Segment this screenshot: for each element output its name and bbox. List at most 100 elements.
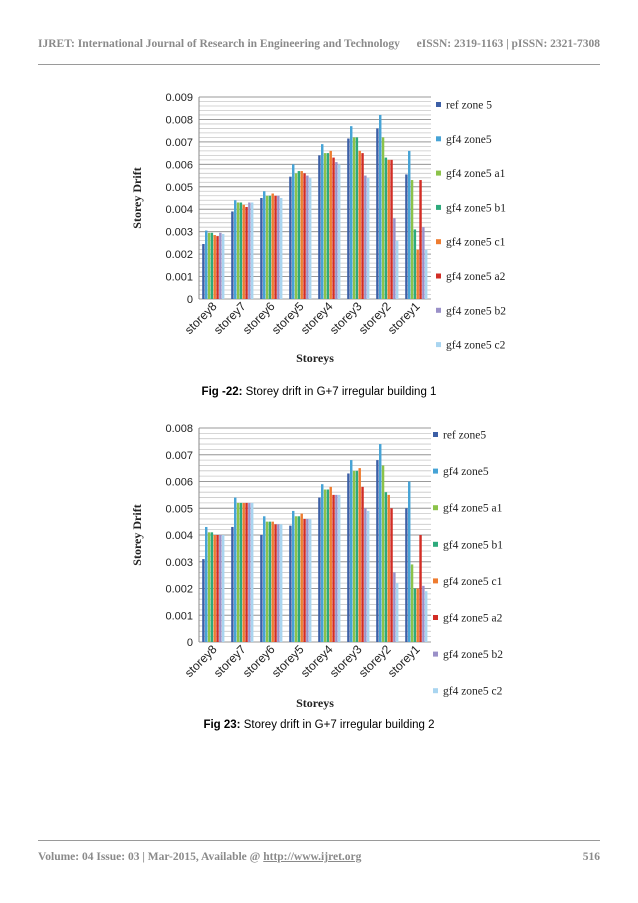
bar: [216, 535, 219, 642]
bar: [265, 521, 269, 642]
bar: [329, 150, 332, 299]
bar: [234, 200, 237, 299]
bar: [297, 171, 301, 299]
bar: [308, 518, 312, 642]
bar: [395, 583, 399, 642]
bar: [393, 572, 396, 642]
y-tick-label: 0.007: [165, 450, 193, 462]
bar: [297, 516, 301, 642]
bar: [376, 460, 379, 642]
bar: [221, 233, 225, 299]
y-tick-label: 0.003: [165, 227, 193, 239]
bar: [422, 227, 425, 299]
y-tick-label: 0.008: [165, 423, 193, 435]
page-header: IJRET: International Journal of Research…: [38, 38, 600, 50]
legend-label: gf4 zone5: [446, 134, 492, 146]
legend-swatch: [433, 505, 438, 511]
bar: [347, 473, 350, 642]
bar: [274, 524, 277, 642]
bar: [216, 236, 219, 299]
header-divider: [38, 64, 600, 65]
legend-label: gf4 zone5 c1: [443, 576, 503, 588]
legend-label: gf4 zone5 b1: [446, 202, 506, 214]
bar: [326, 153, 330, 299]
bar: [207, 232, 211, 299]
journal-title: IJRET: International Journal of Research…: [38, 38, 400, 50]
bar: [321, 144, 324, 299]
page-footer: Volume: 04 Issue: 03 | Mar-2015, Availab…: [38, 851, 600, 863]
bar: [205, 526, 208, 642]
bar: [279, 198, 283, 299]
legend-swatch: [436, 102, 441, 107]
bar: [410, 564, 414, 642]
bar: [384, 157, 388, 299]
bar: [202, 244, 205, 299]
legend-swatch: [436, 170, 441, 176]
page-number: 516: [582, 851, 600, 863]
bar: [210, 232, 214, 299]
bar: [236, 202, 240, 299]
bar: [337, 164, 341, 299]
bar: [274, 195, 277, 299]
bar: [390, 508, 393, 642]
bar: [306, 175, 309, 299]
bar: [202, 559, 205, 642]
bar: [422, 585, 425, 642]
bar: [376, 128, 379, 299]
bar: [213, 235, 216, 299]
legend-label: gf4 zone5 a2: [443, 613, 503, 625]
bar: [294, 173, 298, 299]
x-axis-title: Storeys: [296, 696, 334, 710]
legend-swatch: [433, 651, 438, 657]
bar: [387, 494, 390, 642]
bar: [248, 202, 251, 299]
bar: [308, 177, 312, 299]
bar: [292, 510, 295, 642]
legend-swatch: [436, 136, 441, 142]
bar: [268, 195, 272, 299]
legend-swatch: [436, 273, 441, 279]
legend-label: gf4 zone5 a1: [443, 503, 503, 515]
bar: [205, 230, 208, 299]
legend-swatch: [436, 342, 441, 348]
bar: [265, 195, 269, 299]
y-tick-label: 0: [187, 637, 193, 649]
bar: [245, 502, 248, 642]
legend-label: gf4 zone5 b1: [443, 539, 503, 551]
footer-volume: Volume: 04 Issue: 03 | Mar-2015, Availab…: [38, 851, 361, 863]
figure-2-caption-text: Storey drift in G+7 irregular building 2: [240, 719, 435, 731]
bar: [260, 535, 263, 642]
bar: [366, 510, 370, 642]
y-tick-label: 0.002: [165, 584, 193, 596]
bar: [245, 206, 248, 299]
bar: [323, 489, 327, 642]
footer-url-link[interactable]: http://www.ijret.org: [263, 851, 362, 863]
bar: [361, 153, 364, 299]
bar: [219, 535, 222, 642]
bar: [219, 232, 222, 299]
bar: [268, 521, 272, 642]
bar: [242, 502, 245, 642]
y-tick-label: 0.005: [165, 182, 193, 194]
bar: [239, 502, 243, 642]
figure-1-caption: Fig -22: Storey drift in G+7 irregular b…: [0, 386, 638, 398]
bar: [318, 155, 321, 299]
y-tick-label: 0.003: [165, 557, 193, 569]
bar: [213, 535, 216, 642]
bar: [277, 524, 280, 642]
bar: [335, 494, 338, 642]
bar: [303, 173, 306, 299]
legend-swatch: [433, 541, 438, 547]
bar: [332, 157, 335, 299]
y-tick-label: 0.005: [165, 503, 193, 515]
bar: [381, 137, 385, 299]
bar: [300, 513, 303, 642]
bar: [250, 502, 254, 642]
bar: [390, 159, 393, 299]
y-tick-label: 0.006: [165, 477, 193, 489]
bar: [271, 521, 274, 642]
bar: [242, 204, 245, 299]
legend-swatch: [436, 204, 441, 210]
bar: [306, 518, 309, 642]
legend-label: gf4 zone5 a1: [446, 168, 506, 180]
